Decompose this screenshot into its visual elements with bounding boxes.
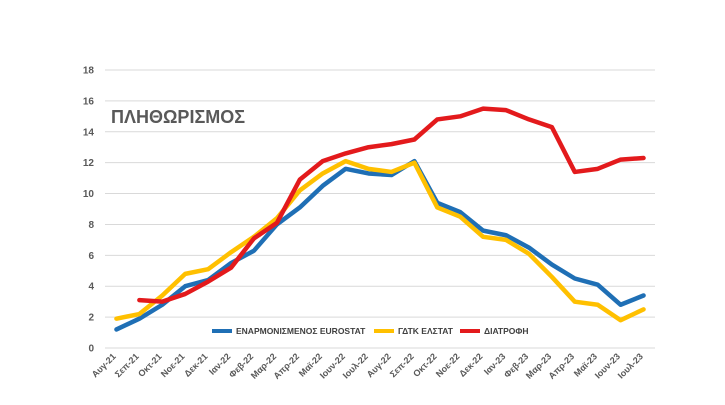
- series-line: [114, 158, 646, 323]
- x-tick-label: Ιουλ-22: [341, 351, 370, 380]
- x-tick-label: Σεπ-21: [113, 351, 141, 379]
- x-tick-label: Νοε-21: [159, 351, 187, 379]
- x-tick-label: Σεπ-22: [388, 351, 416, 379]
- x-tick-label: Νοε-22: [434, 351, 462, 379]
- y-tick-label: 10: [83, 189, 95, 200]
- series-lines: [114, 106, 646, 332]
- x-tick-label: Ιουλ-23: [616, 351, 645, 380]
- x-tick-label: Αυγ-22: [365, 351, 393, 379]
- y-tick-label: 2: [88, 313, 94, 324]
- legend-label: ΔΙΑΤΡΟΦΗ: [484, 326, 529, 336]
- y-tick-label: 8: [88, 220, 94, 231]
- x-axis-ticks: Αυγ-21Σεπ-21Οκτ-21Νοε-21Δεκ-21Ιαν-22Φεβ-…: [90, 351, 645, 381]
- y-tick-label: 14: [83, 127, 95, 138]
- y-axis-ticks: 0 2 4 6 8 10 12 14 16 18: [83, 66, 95, 355]
- legend-label: ΕΝΑΡΜΟΝΙΣΜΕΝΟΣ EUROSTAT: [236, 326, 366, 336]
- legend-label: ΓΔΤΚ ΕΛΣΤΑΤ: [398, 326, 454, 336]
- y-tick-label: 0: [88, 344, 94, 355]
- x-tick-label: Οκτ-22: [411, 351, 439, 379]
- x-tick-label: Δεκ-21: [182, 351, 209, 378]
- legend: ΕΝΑΡΜΟΝΙΣΜΕΝΟΣ EUROSTAT ΓΔΤΚ ΕΛΣΤΑΤ ΔΙΑΤΡΟ…: [212, 326, 529, 336]
- y-tick-label: 6: [88, 251, 94, 262]
- y-tick-label: 4: [88, 282, 94, 293]
- y-tick-label: 12: [83, 158, 95, 169]
- x-tick-label: Απρ-22: [272, 351, 302, 381]
- y-tick-label: 18: [83, 66, 95, 77]
- x-tick-label: Αυγ-21: [90, 351, 118, 379]
- chart-title: ΠΛΗΘΩΡΙΣΜΟΣ: [111, 107, 245, 127]
- x-tick-label: Οκτ-21: [136, 351, 164, 379]
- series-line: [137, 106, 646, 304]
- x-tick-label: Δεκ-22: [457, 351, 484, 378]
- y-tick-label: 16: [83, 96, 95, 107]
- x-tick-label: Απρ-23: [547, 351, 577, 381]
- series-line: [114, 158, 646, 332]
